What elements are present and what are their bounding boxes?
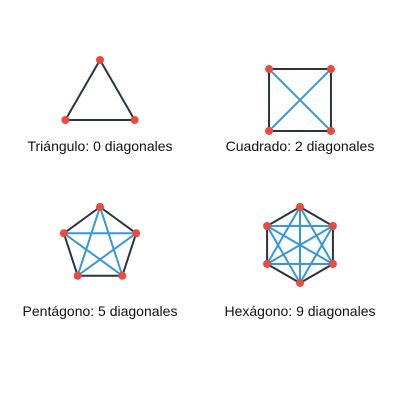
pentagon-edge <box>121 232 138 277</box>
triangle-vertex <box>96 56 104 64</box>
hexagon-vertex <box>328 222 337 230</box>
pentagon-vertex <box>96 203 104 211</box>
pentagon-diagonal <box>76 232 138 277</box>
pentagon-edge <box>62 206 101 235</box>
pentagon-vertex <box>73 271 82 280</box>
square-vertex <box>265 126 274 135</box>
square-diagonals <box>268 68 332 132</box>
triangle-edge <box>99 59 136 121</box>
hexagon-caption: Hexágono: 9 diagonales <box>224 303 375 319</box>
triangle-caption: Triángulo: 0 diagonales <box>27 138 172 154</box>
square-vertex <box>265 65 274 74</box>
pentagon-diagonal <box>99 206 124 277</box>
hexagon-vertex <box>263 222 272 230</box>
hexagon-vertex <box>328 260 337 268</box>
pentagon-vertices <box>59 203 141 280</box>
pentagon-diagonals <box>62 206 138 277</box>
hexagon-edges <box>266 206 334 284</box>
hexagon-vertex <box>296 203 304 211</box>
triangle-vertex <box>130 116 139 124</box>
hexagon-vertices <box>263 203 337 287</box>
hexagon-edge <box>266 263 301 284</box>
square-vertices <box>265 65 335 135</box>
hexagon-vertex <box>296 279 304 287</box>
pentagon-caption: Pentágono: 5 diagonales <box>23 303 178 319</box>
square-panel: Cuadrado: 2 diagonales <box>226 65 375 154</box>
hexagon-diagonals <box>266 206 334 284</box>
hexagon-edge <box>299 263 334 284</box>
pentagon-vertex <box>59 229 68 238</box>
triangle-edges <box>64 59 136 121</box>
hexagon-panel: Hexágono: 9 diagonales <box>224 203 376 319</box>
pentagon-edge <box>99 206 138 235</box>
hexagon-edge <box>266 206 301 227</box>
pentagon-diagonal <box>62 232 124 277</box>
pentagon-diagonal <box>76 206 101 277</box>
square-vertex <box>326 126 335 135</box>
square-caption: Cuadrado: 2 diagonales <box>226 138 375 154</box>
hexagon-vertex <box>263 260 272 268</box>
pentagon-vertex <box>132 229 141 238</box>
triangle-edge <box>64 59 101 121</box>
pentagon-edge <box>62 232 79 277</box>
triangle-panel: Triángulo: 0 diagonales <box>27 56 173 154</box>
pentagon-edges <box>62 206 138 277</box>
pentagon-vertex <box>118 271 127 280</box>
hexagon-diagonal <box>266 225 334 265</box>
hexagon-diagonal <box>266 225 301 284</box>
triangle-vertex <box>61 116 70 124</box>
hexagon-edge <box>299 206 334 227</box>
pentagon-panel: Pentágono: 5 diagonales <box>23 203 178 319</box>
square-edges <box>268 68 332 132</box>
square-vertex <box>326 65 335 74</box>
triangle-vertices <box>61 56 139 124</box>
square-diagonal <box>268 68 332 132</box>
